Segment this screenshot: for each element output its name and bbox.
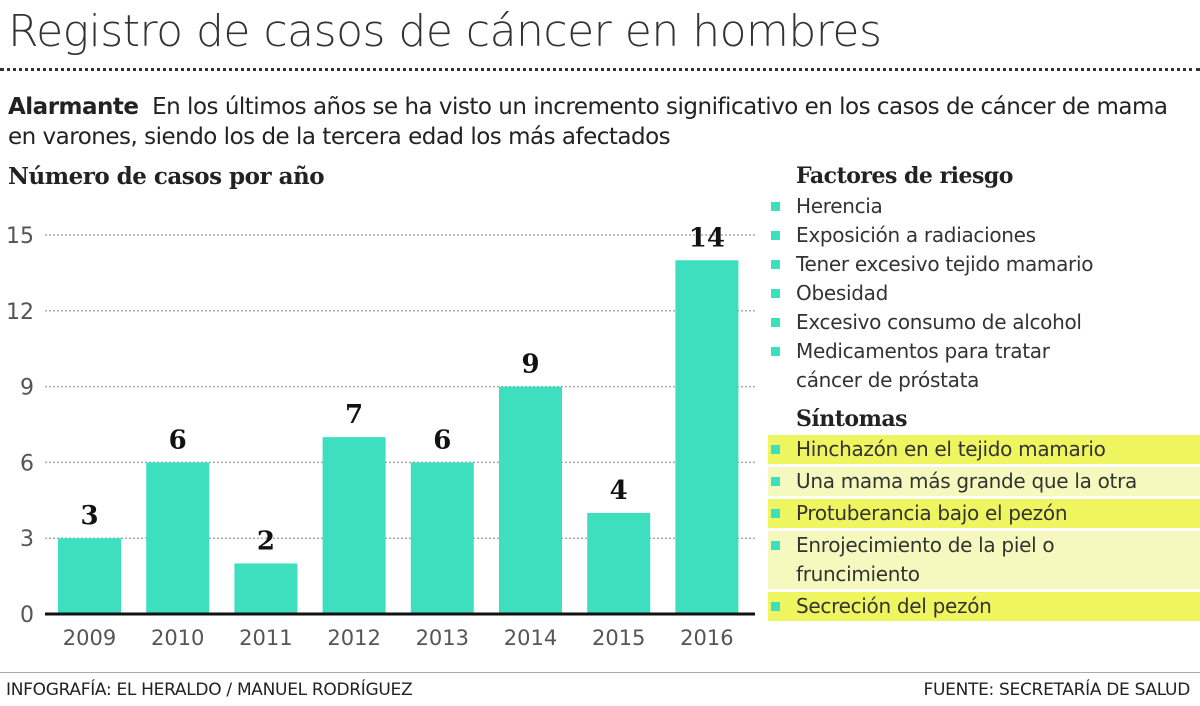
list-item-text: Medicamentos para tratar cáncer de próst…: [796, 339, 1050, 392]
list-item-text: Obesidad: [796, 281, 888, 305]
y-tick-label: 6: [20, 451, 34, 476]
risk-factor-item: Tener excesivo tejido mamario: [768, 250, 1200, 279]
data-label: 6: [169, 425, 187, 455]
chart-title: Número de casos por año: [8, 163, 325, 190]
y-tick-label: 0: [20, 603, 34, 628]
data-label: 4: [610, 476, 628, 506]
bullet-icon: [771, 602, 780, 611]
y-tick-label: 9: [20, 376, 34, 401]
bullet-icon: [771, 477, 780, 486]
y-tick-label: 12: [6, 300, 34, 325]
list-item-text: Exposición a radiaciones: [796, 223, 1036, 247]
list-item-text: Excesivo consumo de alcohol: [796, 310, 1082, 334]
bullet-icon: [771, 445, 780, 454]
symptom-item: Enrojecimiento de la piel o fruncimiento: [768, 531, 1200, 589]
data-label: 2: [257, 526, 275, 556]
x-tick-label: 2010: [151, 626, 204, 650]
data-label: 7: [345, 400, 363, 430]
bullet-icon: [771, 289, 780, 298]
symptom-item: Protuberancia bajo el pezón: [768, 499, 1200, 528]
bar: [322, 437, 386, 614]
list-item-text: Herencia: [796, 194, 883, 218]
page-title: Registro de casos de cáncer en hombres: [8, 6, 882, 57]
risk-factor-item: Excesivo consumo de alcohol: [768, 308, 1200, 337]
data-label: 9: [521, 350, 539, 380]
y-tick-label: 3: [20, 527, 34, 552]
bar: [587, 512, 651, 614]
data-label: 3: [80, 501, 98, 531]
bullet-icon: [771, 260, 780, 269]
risk-factors-title: Factores de riesgo: [796, 163, 1013, 189]
list-item-text: Protuberancia bajo el pezón: [796, 501, 1068, 525]
data-label: 14: [689, 223, 725, 253]
list-item-text: Tener excesivo tejido mamario: [796, 252, 1094, 276]
bar: [58, 538, 121, 614]
intro-body: En los últimos años se ha visto un incre…: [8, 94, 1168, 150]
risk-factor-item: Herencia: [768, 192, 1200, 221]
x-tick-label: 2015: [592, 626, 645, 650]
x-tick-label: 2009: [63, 626, 116, 650]
symptoms-title: Síntomas: [796, 406, 908, 432]
intro-lead: Alarmante: [8, 94, 139, 120]
risk-factor-item: Obesidad: [768, 279, 1200, 308]
symptom-item: Una mama más grande que la otra: [768, 467, 1200, 496]
x-tick-label: 2016: [680, 626, 733, 650]
risk-factors-list: Herencia Exposición a radiaciones Tener ex…: [768, 192, 1200, 395]
list-item-text: Una mama más grande que la otra: [796, 469, 1137, 493]
bullet-icon: [771, 347, 780, 356]
list-item-text: Secreción del pezón: [796, 594, 992, 618]
bar: [675, 260, 739, 614]
bar-chart: 0 3 6 9 12 15 3 2009 6 2010 2 2011 7 2012 6 2013 9 2014 4 2…: [6, 223, 755, 650]
risk-factor-item: Medicamentos para tratar cáncer de próst…: [768, 337, 1086, 395]
data-label: 6: [433, 425, 451, 455]
symptoms-list: Hinchazón en el tejido mamario Una mama m…: [768, 435, 1200, 621]
bullet-icon: [771, 318, 780, 327]
symptom-item: Secreción del pezón: [768, 592, 1200, 621]
source: FUENTE: SECRETARÍA DE SALUD: [923, 680, 1191, 700]
bullet-icon: [771, 202, 780, 211]
bar: [146, 462, 210, 614]
risk-factor-item: Exposición a radiaciones: [768, 221, 1200, 250]
title-divider: [0, 68, 1200, 71]
x-tick-label: 2014: [504, 626, 557, 650]
intro-text: Alarmante En los últimos años se ha vist…: [8, 92, 1198, 152]
footer-divider: [0, 672, 1200, 673]
credit: INFOGRAFÍA: EL HERALDO / MANUEL RODRÍGUE…: [6, 680, 413, 700]
bullet-icon: [771, 231, 780, 240]
symptom-item: Hinchazón en el tejido mamario: [768, 435, 1200, 464]
bar: [410, 462, 474, 614]
list-item-text: Hinchazón en el tejido mamario: [796, 437, 1106, 461]
bullet-icon: [771, 509, 780, 518]
bar: [499, 386, 562, 614]
bullet-icon: [771, 541, 780, 550]
x-tick-label: 2013: [416, 626, 469, 650]
list-item-text: Enrojecimiento de la piel o fruncimiento: [796, 533, 1055, 586]
x-tick-label: 2011: [239, 626, 292, 650]
bar: [234, 563, 298, 614]
x-tick-label: 2012: [327, 626, 380, 650]
side-panel: Factores de riesgo Herencia Exposición a …: [768, 160, 1200, 624]
y-tick-label: 15: [6, 224, 34, 249]
